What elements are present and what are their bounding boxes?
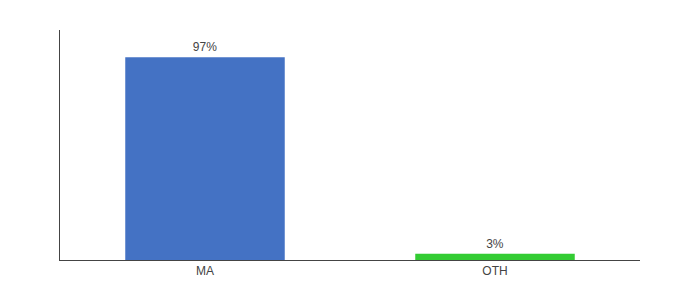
- svg-text:MA: MA: [196, 264, 214, 278]
- svg-text:OTH: OTH: [482, 264, 507, 278]
- svg-text:97%: 97%: [193, 40, 217, 54]
- svg-text:3%: 3%: [486, 237, 504, 251]
